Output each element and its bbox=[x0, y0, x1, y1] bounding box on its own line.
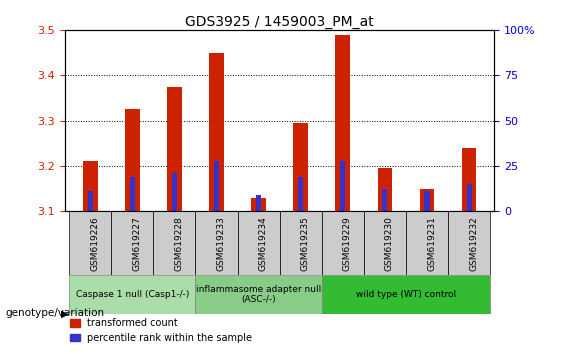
Bar bbox=[406, 211, 448, 274]
Bar bbox=[195, 211, 237, 274]
Text: GSM619226: GSM619226 bbox=[90, 216, 99, 271]
Bar bbox=[467, 184, 472, 211]
Bar bbox=[322, 211, 364, 274]
Legend: transformed count, percentile rank within the sample: transformed count, percentile rank withi… bbox=[70, 318, 253, 343]
Title: GDS3925 / 1459003_PM_at: GDS3925 / 1459003_PM_at bbox=[185, 15, 374, 29]
Text: Caspase 1 null (Casp1-/-): Caspase 1 null (Casp1-/-) bbox=[76, 290, 189, 299]
Bar bbox=[364, 211, 406, 274]
Text: GSM619228: GSM619228 bbox=[175, 216, 184, 271]
Bar bbox=[448, 211, 490, 274]
Bar bbox=[336, 35, 350, 211]
Bar bbox=[88, 191, 93, 211]
Bar bbox=[69, 211, 111, 274]
Bar bbox=[383, 189, 388, 211]
Bar bbox=[377, 168, 392, 211]
Bar bbox=[167, 87, 182, 211]
Text: GSM619230: GSM619230 bbox=[385, 216, 394, 271]
Text: wild type (WT) control: wild type (WT) control bbox=[356, 290, 456, 299]
Text: GSM619233: GSM619233 bbox=[216, 216, 225, 271]
Bar bbox=[83, 161, 98, 211]
Bar bbox=[111, 211, 153, 274]
Bar bbox=[251, 198, 266, 211]
Text: GSM619231: GSM619231 bbox=[427, 216, 436, 271]
Text: GSM619235: GSM619235 bbox=[301, 216, 310, 271]
Bar bbox=[280, 211, 322, 274]
Text: inflammasome adapter null
(ASC-/-): inflammasome adapter null (ASC-/-) bbox=[196, 285, 321, 304]
Bar bbox=[237, 211, 280, 274]
Text: ▶: ▶ bbox=[61, 308, 69, 318]
Text: GSM619227: GSM619227 bbox=[132, 216, 141, 271]
Text: genotype/variation: genotype/variation bbox=[6, 308, 105, 318]
Bar bbox=[69, 274, 195, 314]
Bar bbox=[209, 53, 224, 211]
Bar bbox=[340, 161, 345, 211]
Bar bbox=[462, 148, 476, 211]
Bar bbox=[172, 173, 177, 211]
Bar bbox=[125, 109, 140, 211]
Bar bbox=[153, 211, 195, 274]
Bar bbox=[322, 274, 490, 314]
Bar bbox=[130, 177, 135, 211]
Text: GSM619229: GSM619229 bbox=[343, 216, 352, 271]
Text: GSM619232: GSM619232 bbox=[469, 216, 478, 271]
Bar bbox=[293, 123, 308, 211]
Bar bbox=[214, 161, 219, 211]
Text: GSM619234: GSM619234 bbox=[259, 216, 268, 271]
Bar bbox=[195, 274, 322, 314]
Bar bbox=[420, 189, 434, 211]
Bar bbox=[298, 177, 303, 211]
Bar bbox=[256, 195, 261, 211]
Bar bbox=[424, 191, 429, 211]
